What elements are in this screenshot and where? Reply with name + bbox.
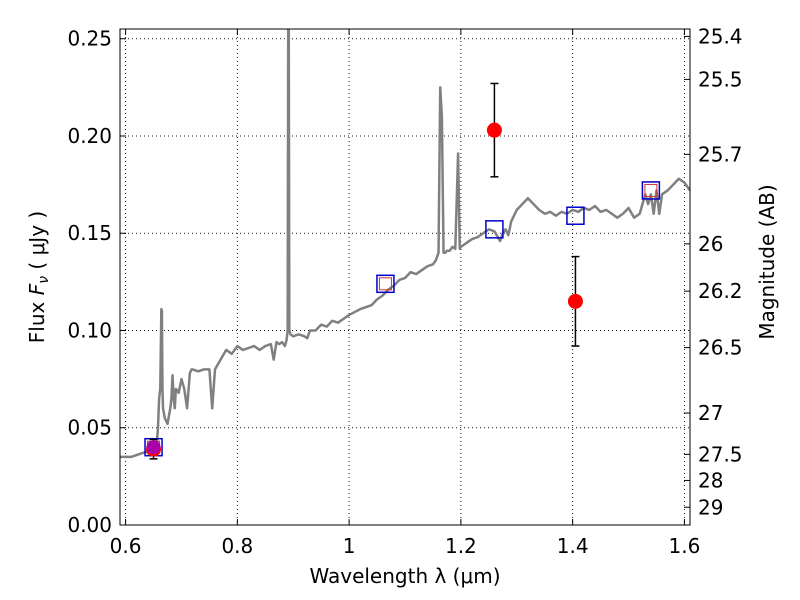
x-tick-label: 1.4 [557,534,589,558]
plot-area [120,29,690,460]
x-tick-label: 1.2 [445,534,477,558]
model-photometry-inner-square [378,277,392,291]
observed-point [486,122,502,138]
y2-tick-label: 29 [698,495,723,519]
model-photometry-square [376,274,395,294]
plot-frame [119,28,691,526]
y-tick-label: 0.10 [67,318,112,342]
y2-axis-label: Magnitude (AB) [755,184,779,339]
observed-point-purple [146,440,161,455]
y-tick-label: 0.20 [67,124,112,148]
x-tick-label: 0.6 [110,534,142,558]
x-tick-label: 1 [343,534,356,558]
y-axis-label: Flux Fν ( μJy ) [25,211,52,343]
y2-tick-label: 26.2 [698,279,743,303]
y-axis-left: 0.00 0.05 0.10 0.15 0.20 0.25 [67,27,126,537]
y2-tick-label: 25.5 [698,67,743,91]
y2-tick-label: 27 [698,401,723,425]
model-photometry-square [566,206,585,225]
y-tick-label: 0.00 [67,513,112,537]
x-tick-label: 1.6 [669,534,701,558]
y-tick-label: 0.25 [67,27,112,51]
x-tick-label: 0.8 [221,534,253,558]
model-photometry-square [641,181,661,200]
y-tick-label: 0.05 [67,416,112,440]
model-photometry-square [485,220,504,239]
y-tick-label: 0.15 [67,221,112,245]
y2-tick-label: 26.5 [698,336,743,360]
model-photometry-inner-square [644,183,658,197]
y2-tick-label: 27.5 [698,442,743,466]
y-axis-right: 25.4 25.5 25.7 26 26.2 26.5 27 27.528 29 [684,24,743,519]
y2-tick-label: 25.4 [698,24,743,48]
y2-tick-label: 28 [698,468,723,492]
x-axis-label: Wavelength λ (μm) [309,564,500,588]
observed-point [567,293,583,309]
x-axis: 0.6 0.8 1 1.2 1.4 1.6 [110,29,701,558]
y2-tick-label: 25.7 [698,142,743,166]
y2-tick-label: 26 [698,232,723,256]
